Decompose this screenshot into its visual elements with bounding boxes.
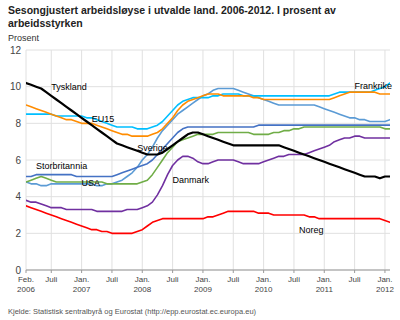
grid-line-y xyxy=(26,50,390,51)
x-tick-label: Juli xyxy=(349,275,361,284)
grid-line-x xyxy=(202,50,203,270)
grid-line-x xyxy=(111,50,112,270)
title: Sesongjustert arbeidsløyse i utvalde lan… xyxy=(8,4,336,29)
grid-line-x xyxy=(293,50,294,270)
grid-line-y xyxy=(26,270,390,271)
grid-line-y xyxy=(26,233,390,234)
x-tick-label: Jan.2011 xyxy=(316,275,334,294)
series-line xyxy=(26,83,390,178)
x-tick-label: Juli xyxy=(227,275,239,284)
x-tick-label: Jan.2012 xyxy=(376,275,394,294)
series-label: Frankrike xyxy=(355,81,393,91)
series-line xyxy=(26,125,390,176)
series-line xyxy=(26,92,390,136)
series-label: Sverige xyxy=(137,143,168,153)
series-label: Storbritannia xyxy=(36,161,87,171)
x-tick-label: Juli xyxy=(167,275,179,284)
chart: Sesongjustert arbeidsløyse i utvalde lan… xyxy=(0,0,400,320)
grid xyxy=(26,50,390,270)
grid-line-x xyxy=(263,50,264,270)
y-tick-label: 8 xyxy=(15,118,21,129)
grid-line-y xyxy=(26,196,390,197)
series-label: Tyskland xyxy=(51,82,87,92)
series-label: EU15 xyxy=(92,114,115,124)
lines xyxy=(26,83,390,233)
series-label: USA xyxy=(82,178,101,188)
x-tick-label: Juli xyxy=(45,275,57,284)
y-tick-label: 4 xyxy=(15,191,21,202)
series-line xyxy=(26,136,390,211)
series-label: Danmark xyxy=(173,175,210,185)
y-axis-label: Prosent xyxy=(8,33,40,43)
x-tick-label: Jan.2009 xyxy=(194,275,212,294)
grid-line-x xyxy=(324,50,325,270)
y-tick-label: 6 xyxy=(15,155,21,166)
grid-line-x xyxy=(172,50,173,270)
series-label: Noreg xyxy=(299,225,324,235)
y-tick-label: 2 xyxy=(15,228,21,239)
x-tick-label: Jan.2007 xyxy=(73,275,91,294)
x-tick-label: Feb.2006 xyxy=(17,275,35,294)
y-tick-label: 12 xyxy=(10,45,22,56)
x-tick-label: Juli xyxy=(106,275,118,284)
x-tick-label: Jan.2008 xyxy=(133,275,151,294)
x-tick-label: Juli xyxy=(288,275,300,284)
y-tick-label: 10 xyxy=(10,81,22,92)
x-tick-label: Jan.2010 xyxy=(255,275,273,294)
x-axis-line xyxy=(26,270,390,271)
source: Kjelde: Statistisk sentralbyrå og Eurost… xyxy=(8,307,257,316)
y-tick-label: 0 xyxy=(15,265,21,276)
